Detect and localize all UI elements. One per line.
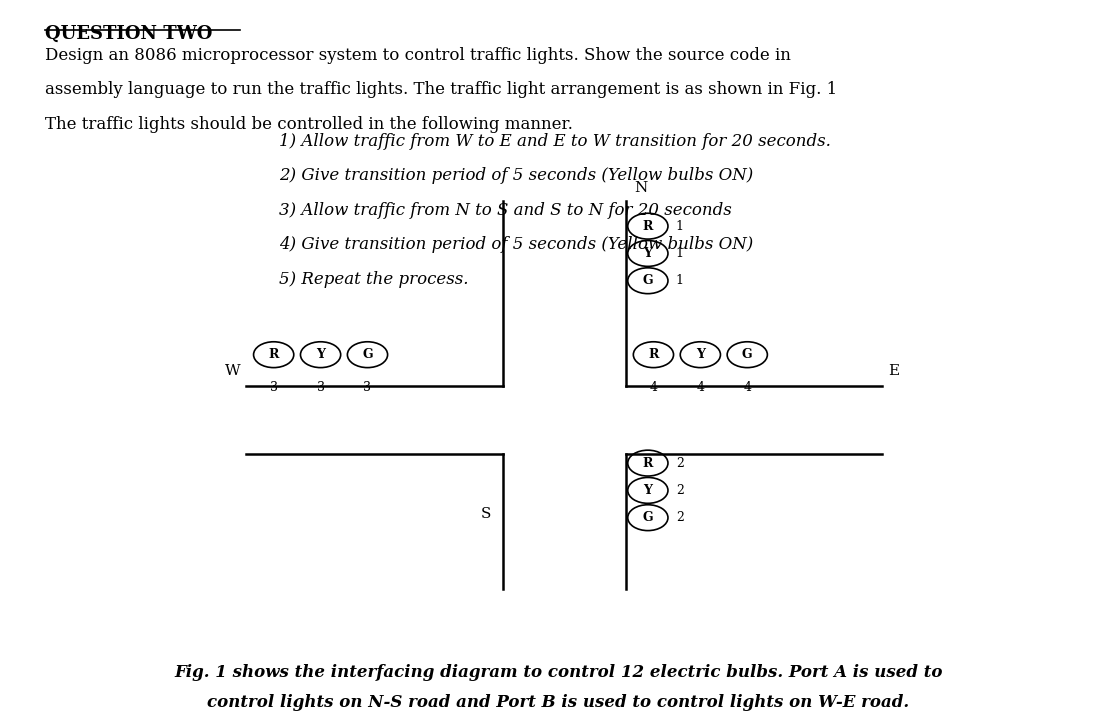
Text: 5) Repeat the process.: 5) Repeat the process. xyxy=(279,271,469,288)
Text: control lights on N-S road and Port B is used to control lights on W-E road.: control lights on N-S road and Port B is… xyxy=(208,694,909,712)
Text: Y: Y xyxy=(643,484,652,497)
Text: 1) Allow traffic from W to E and E to W transition for 20 seconds.: 1) Allow traffic from W to E and E to W … xyxy=(279,133,831,150)
Text: 4: 4 xyxy=(696,381,705,393)
Text: 2: 2 xyxy=(676,457,684,470)
Text: 3: 3 xyxy=(363,381,372,393)
Text: G: G xyxy=(642,274,653,287)
Text: E: E xyxy=(888,365,899,378)
Text: 2: 2 xyxy=(676,511,684,524)
Text: 2: 2 xyxy=(676,484,684,497)
Text: 4: 4 xyxy=(743,381,752,393)
Text: Fig. 1 shows the interfacing diagram to control 12 electric bulbs. Port A is use: Fig. 1 shows the interfacing diagram to … xyxy=(174,664,943,681)
Text: 1: 1 xyxy=(676,220,684,233)
Text: 3: 3 xyxy=(269,381,278,393)
Text: R: R xyxy=(642,457,653,470)
Text: R: R xyxy=(268,348,279,361)
Text: Y: Y xyxy=(316,348,325,361)
Text: Y: Y xyxy=(696,348,705,361)
Text: W: W xyxy=(225,365,240,378)
Text: 1: 1 xyxy=(676,247,684,260)
Text: N: N xyxy=(634,182,648,195)
Text: 3) Allow traffic from N to S and S to N for 20 seconds: 3) Allow traffic from N to S and S to N … xyxy=(279,202,732,219)
Text: 1: 1 xyxy=(676,274,684,287)
Text: Design an 8086 microprocessor system to control traffic lights. Show the source : Design an 8086 microprocessor system to … xyxy=(45,47,791,64)
Text: 4: 4 xyxy=(649,381,658,393)
Text: 2) Give transition period of 5 seconds (Yellow bulbs ON): 2) Give transition period of 5 seconds (… xyxy=(279,167,754,185)
Text: The traffic lights should be controlled in the following manner.: The traffic lights should be controlled … xyxy=(45,116,573,133)
Text: R: R xyxy=(642,220,653,233)
Text: assembly language to run the traffic lights. The traffic light arrangement is as: assembly language to run the traffic lig… xyxy=(45,81,837,98)
Text: G: G xyxy=(642,511,653,524)
Text: R: R xyxy=(648,348,659,361)
Text: QUESTION TWO: QUESTION TWO xyxy=(45,25,212,43)
Text: 3: 3 xyxy=(316,381,325,393)
Text: 4) Give transition period of 5 seconds (Yellow bulbs ON): 4) Give transition period of 5 seconds (… xyxy=(279,236,754,253)
Text: G: G xyxy=(362,348,373,361)
Text: G: G xyxy=(742,348,753,361)
Text: S: S xyxy=(481,507,491,521)
Text: Y: Y xyxy=(643,247,652,260)
